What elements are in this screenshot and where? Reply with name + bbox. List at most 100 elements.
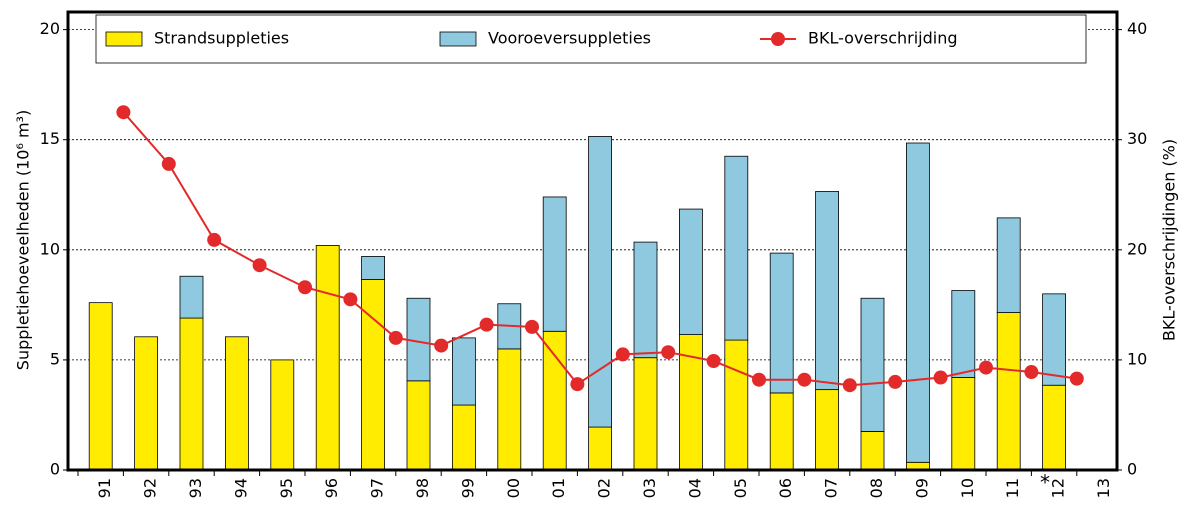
y2-tick-label: 40 xyxy=(1127,19,1147,38)
x-tick-label: 91 xyxy=(95,478,114,498)
bar xyxy=(179,275,204,319)
bar xyxy=(451,337,476,406)
plot-frame xyxy=(66,10,1119,472)
point xyxy=(615,347,630,362)
point xyxy=(525,319,539,334)
x-tick-label: 06 xyxy=(776,478,795,498)
y-tick-label: 20 xyxy=(40,19,60,38)
bar xyxy=(860,431,885,471)
point xyxy=(842,378,857,393)
x-tick-label: 13 xyxy=(1094,478,1113,498)
bar xyxy=(633,241,658,359)
x-tick-label: 97 xyxy=(368,478,387,498)
bar xyxy=(815,191,839,391)
point xyxy=(116,105,131,120)
bar xyxy=(951,377,976,471)
x-tick-label: 07 xyxy=(822,478,841,498)
y2-tick-label: 20 xyxy=(1127,239,1147,258)
bar xyxy=(724,339,749,471)
point xyxy=(207,232,222,247)
bar xyxy=(1042,384,1066,471)
y2-tick-label: 10 xyxy=(1127,349,1147,368)
bar xyxy=(588,136,612,428)
bar xyxy=(315,245,340,471)
x-tick-label: 96 xyxy=(322,478,341,498)
point xyxy=(797,372,812,387)
x-tick-label: 95 xyxy=(277,478,296,498)
x-tick-label: 92 xyxy=(141,478,160,498)
line xyxy=(122,111,1077,387)
x-tick-label: 99 xyxy=(458,478,477,498)
y-tick-label: 5 xyxy=(50,349,60,368)
point xyxy=(343,292,358,307)
bar xyxy=(815,389,839,471)
bar xyxy=(134,336,159,471)
y-axis-label: Suppletiehoeveelheden (10⁶ m³) xyxy=(14,110,33,370)
bar xyxy=(588,426,612,471)
bar xyxy=(451,404,476,471)
point xyxy=(888,374,903,389)
x-tick-label: 12 xyxy=(1049,478,1068,498)
point xyxy=(661,345,676,360)
point xyxy=(752,372,766,387)
x-tick-label: 03 xyxy=(640,478,659,498)
x-tick-label: 11 xyxy=(1003,478,1022,498)
bar xyxy=(542,330,567,471)
legend-label: Strandsuppleties xyxy=(154,29,289,48)
legend xyxy=(95,14,1087,64)
y2-tick-label: 0 xyxy=(1127,460,1137,479)
point xyxy=(161,156,176,171)
bar xyxy=(497,348,522,471)
x-tick-label: 05 xyxy=(731,478,750,498)
bar xyxy=(996,312,1021,471)
x-tick-label: 93 xyxy=(186,478,205,498)
x-tick-label: 00 xyxy=(504,478,523,498)
point xyxy=(1069,371,1084,386)
y2-tick-label: 30 xyxy=(1127,129,1147,148)
point xyxy=(706,354,721,369)
bar xyxy=(906,142,930,463)
legend-swatch xyxy=(439,31,477,47)
point xyxy=(479,317,494,332)
bar xyxy=(361,279,386,471)
legend-swatch xyxy=(105,31,143,47)
legend-label: BKL-overschrijding xyxy=(808,29,958,48)
bar xyxy=(633,357,658,471)
bar xyxy=(179,317,204,471)
bar xyxy=(996,217,1021,313)
point xyxy=(979,360,993,375)
bar xyxy=(1042,293,1066,386)
y-tick-label: 15 xyxy=(40,129,60,148)
x-tick-label: 98 xyxy=(413,478,432,498)
bar xyxy=(88,302,113,471)
point xyxy=(252,258,267,273)
x-tick-label: 09 xyxy=(912,478,931,498)
bar xyxy=(270,359,295,471)
x-tick-label: 08 xyxy=(867,478,886,498)
x-tick-label: 04 xyxy=(685,478,704,498)
legend-label: Vooroeversuppleties xyxy=(488,29,651,48)
bar xyxy=(679,208,703,335)
point xyxy=(298,280,312,295)
bar xyxy=(860,297,885,432)
bar xyxy=(724,155,749,341)
bar xyxy=(951,290,976,378)
bar xyxy=(361,256,386,280)
bar xyxy=(406,380,431,471)
bar xyxy=(224,336,249,471)
point xyxy=(933,370,948,385)
point xyxy=(1024,365,1039,380)
x-tick-label: 10 xyxy=(958,478,977,498)
annotation: * xyxy=(1040,471,1050,495)
bar xyxy=(769,392,794,471)
y-tick-label: 10 xyxy=(40,239,60,258)
point xyxy=(570,377,585,392)
x-tick-label: 94 xyxy=(231,478,250,498)
x-tick-label: 02 xyxy=(595,478,614,498)
point xyxy=(388,330,403,345)
y2-axis-label: BKL-overschrijdingen (%) xyxy=(1160,139,1179,341)
point xyxy=(434,338,449,353)
legend-marker xyxy=(771,32,785,46)
x-tick-label: 01 xyxy=(549,478,568,498)
